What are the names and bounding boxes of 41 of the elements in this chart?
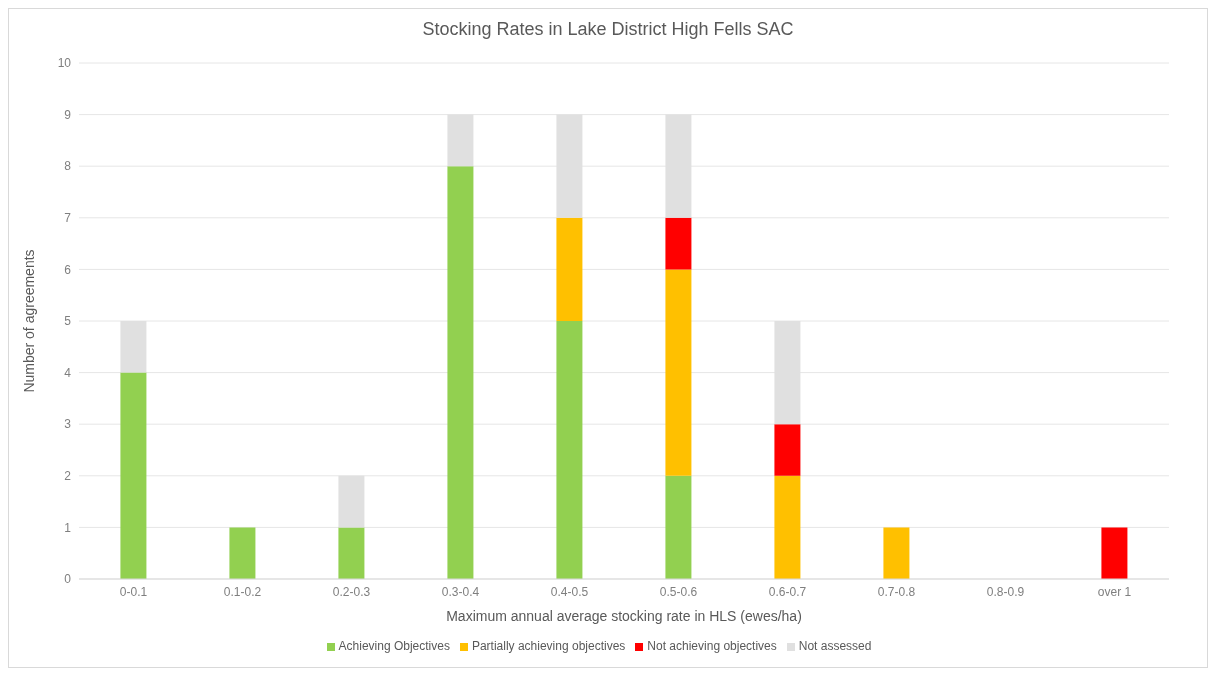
bar — [556, 321, 583, 579]
x-tick-label: 0.5-0.6 — [659, 584, 698, 599]
x-tick-label: 0.4-0.5 — [550, 584, 589, 599]
x-tick-label: 0.8-0.9 — [986, 584, 1025, 599]
chart-title: Stocking Rates in Lake District High Fells SAC — [421, 18, 795, 41]
x-tick-label: over 1 — [1097, 584, 1132, 599]
legend-label: Not assessed — [798, 639, 872, 653]
legend-label: Partially achieving objectives — [471, 639, 626, 653]
y-tick-label: 5 — [64, 314, 72, 329]
y-tick-label: 10 — [57, 56, 72, 71]
bar — [774, 424, 801, 476]
bar — [229, 527, 256, 579]
y-tick-label: 4 — [64, 365, 72, 380]
bar — [665, 475, 692, 579]
y-tick-label: 2 — [64, 469, 72, 484]
bar — [665, 269, 692, 476]
x-tick-label: 0.6-0.7 — [768, 584, 807, 599]
bar — [338, 527, 365, 579]
x-tick-label: 0.2-0.3 — [332, 584, 371, 599]
y-tick-label: 7 — [64, 211, 72, 226]
y-tick-label: 3 — [64, 417, 72, 432]
x-tick-label: 0.7-0.8 — [877, 584, 916, 599]
bar — [774, 475, 801, 579]
bar — [556, 217, 583, 321]
y-tick-label: 1 — [64, 520, 72, 535]
bar — [665, 217, 692, 270]
legend-label: Achieving Objectives — [338, 639, 450, 653]
bar — [120, 372, 147, 579]
bar — [1101, 527, 1128, 579]
y-tick-label: 8 — [64, 159, 72, 174]
y-tick-label: 0 — [64, 572, 72, 587]
x-axis-title: Maximum annual average stocking rate in HLS (ewes/ha) — [446, 608, 802, 624]
bar — [883, 527, 910, 579]
bar — [447, 166, 474, 579]
legend-label: Not achieving objectives — [647, 639, 777, 653]
y-tick-label: 6 — [64, 262, 72, 277]
x-tick-label: 0.1-0.2 — [223, 584, 262, 599]
x-tick-label: 0.3-0.4 — [441, 584, 480, 599]
x-tick-label: 0-0.1 — [119, 584, 148, 599]
y-tick-label: 9 — [64, 107, 72, 122]
y-axis-title: Number of agreements — [20, 249, 37, 393]
